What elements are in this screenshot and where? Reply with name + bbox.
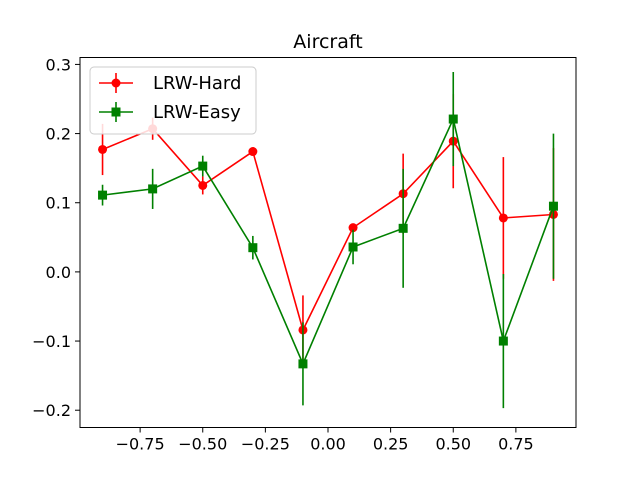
data-point: [298, 359, 308, 369]
x-tick-label: −0.25: [241, 435, 290, 454]
x-tick-label: 0.00: [310, 435, 346, 454]
y-tick-label: −0.1: [32, 332, 71, 351]
data-point: [148, 184, 158, 194]
y-axis: −0.2 −0.1 0.0 0.1 0.2 0.3: [32, 55, 80, 420]
data-point: [548, 201, 558, 211]
data-point: [248, 243, 258, 253]
data-point: [398, 223, 408, 233]
x-tick-label: 0.50: [435, 435, 471, 454]
data-point: [348, 223, 358, 233]
data-point: [448, 114, 458, 124]
data-point: [498, 213, 508, 223]
chart-title: Aircraft: [293, 31, 362, 53]
series-line: [102, 116, 555, 366]
x-tick-label: −0.50: [178, 435, 227, 454]
data-point: [198, 161, 208, 171]
legend-marker: [111, 78, 121, 88]
series-lrw-hard: [98, 94, 558, 365]
legend-item-lrw-easy: LRW-Easy: [99, 102, 241, 123]
y-tick-label: 0.1: [46, 194, 71, 213]
data-point: [248, 147, 258, 157]
data-point: [98, 144, 108, 154]
legend-label: LRW-Easy: [153, 102, 241, 123]
data-point: [498, 336, 508, 346]
x-axis: −0.75 −0.50 −0.25 0.00 0.25 0.50 0.75: [116, 427, 534, 454]
x-tick-label: 0.25: [373, 435, 409, 454]
y-tick-label: 0.2: [46, 125, 71, 144]
data-point: [98, 190, 108, 200]
y-tick-label: −0.2: [32, 401, 71, 420]
series-layer: [98, 72, 558, 409]
legend: LRW-Hard LRW-Easy: [89, 66, 257, 135]
legend-item-lrw-hard: LRW-Hard: [99, 73, 241, 94]
y-tick-label: 0.3: [46, 55, 71, 74]
y-tick-label: 0.0: [46, 263, 71, 282]
legend-marker: [111, 107, 121, 117]
data-point: [198, 180, 208, 190]
x-tick-label: 0.75: [498, 435, 534, 454]
legend-label: LRW-Hard: [153, 73, 241, 94]
x-tick-label: −0.75: [116, 435, 165, 454]
series-lrw-easy: [98, 72, 558, 409]
series-line: [102, 127, 554, 333]
data-point: [348, 242, 358, 252]
